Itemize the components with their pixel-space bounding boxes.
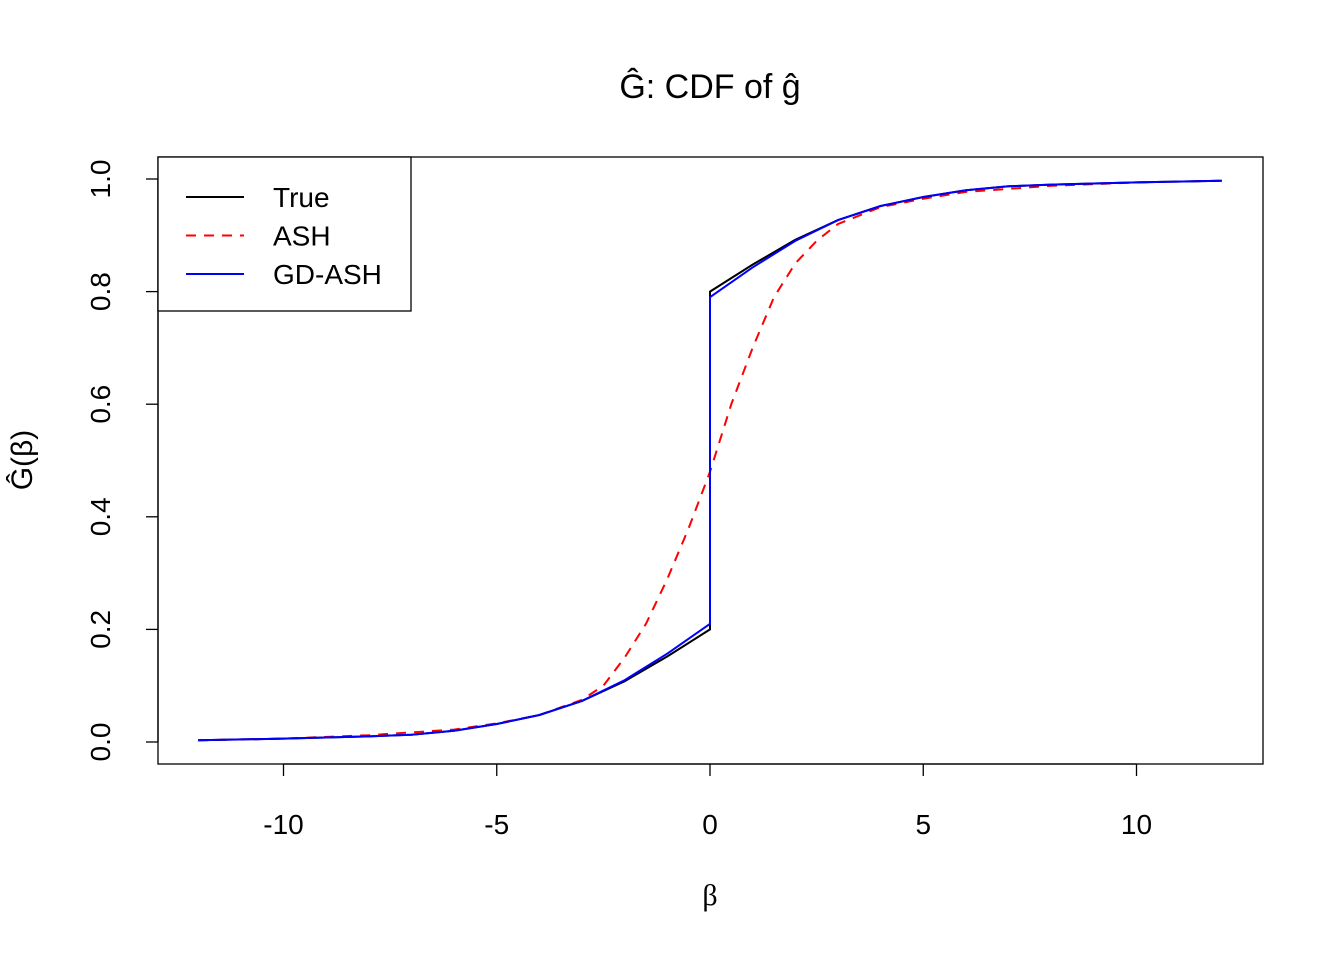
y-tick-label: 0.2 [85, 610, 116, 649]
legend-label: True [273, 182, 330, 213]
legend: True ASH GD-ASH [157, 156, 412, 312]
legend-label: GD-ASH [273, 259, 382, 290]
chart-title: Ĝ: CDF of ĝ [619, 68, 800, 106]
y-tick-label: 0.0 [85, 723, 116, 762]
x-axis-label: β [702, 879, 717, 912]
x-tick-label: -5 [484, 809, 509, 840]
y-tick-label: 1.0 [85, 160, 116, 199]
x-axis: -10 -5 0 5 10 [263, 763, 1152, 840]
x-tick-label: 0 [702, 809, 718, 840]
legend-box [157, 156, 412, 312]
series-lines [198, 179, 1222, 742]
y-axis: 0.0 0.2 0.4 0.6 0.8 1.0 [85, 160, 159, 762]
x-tick-label: 10 [1121, 809, 1152, 840]
y-tick-label: 0.6 [85, 385, 116, 424]
y-axis-label: Ĝ(β) [5, 430, 39, 491]
x-tick-label: -10 [263, 809, 303, 840]
y-tick-label: 0.4 [85, 497, 116, 536]
legend-label: ASH [273, 221, 331, 252]
x-tick-label: 5 [915, 809, 931, 840]
y-tick-label: 0.8 [85, 272, 116, 311]
series-line-gd-ash [198, 179, 1222, 742]
